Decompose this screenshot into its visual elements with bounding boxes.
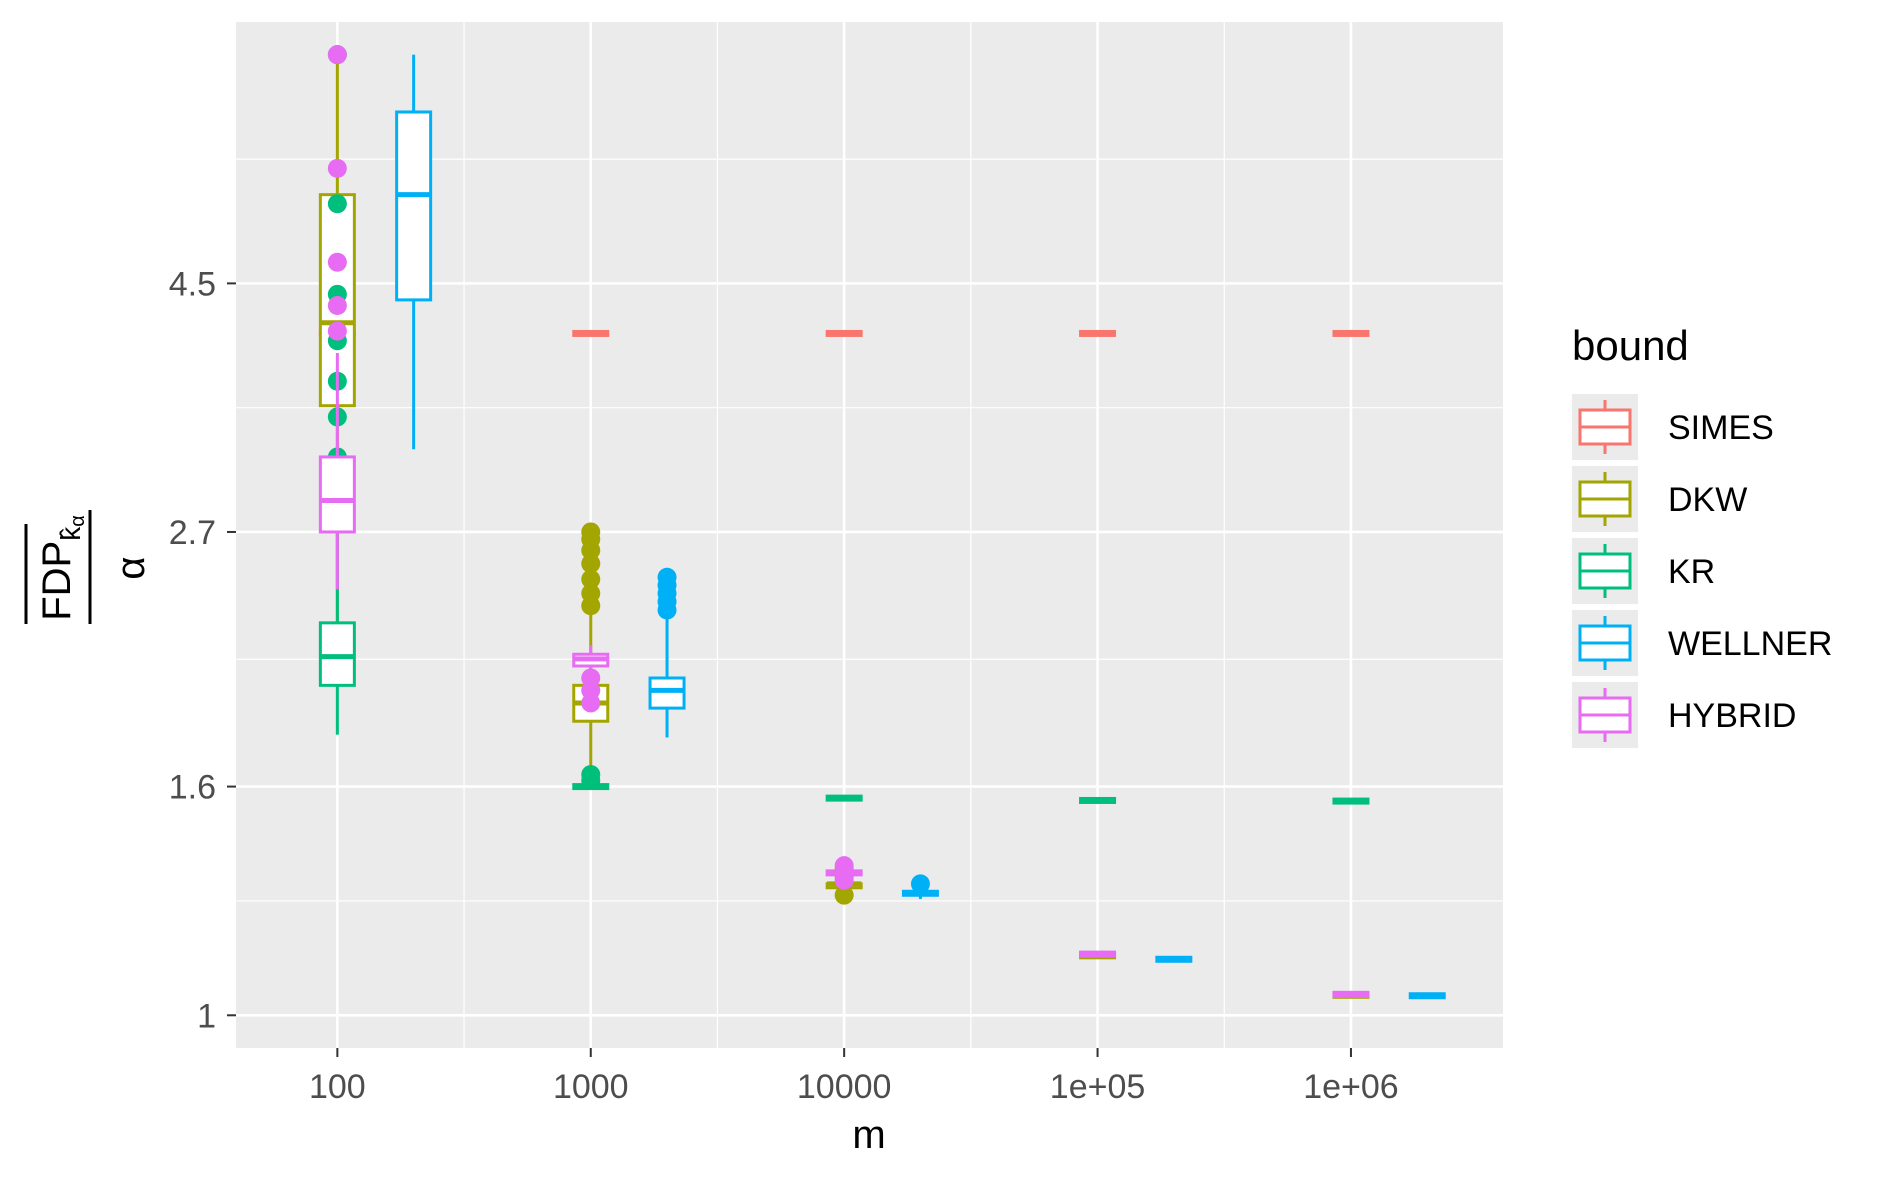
outlier-point <box>834 885 854 905</box>
x-axis-title: m <box>852 1113 885 1157</box>
outlier-point <box>834 870 854 890</box>
x-tick-label: 100 <box>309 1068 366 1106</box>
series-kr <box>318 45 1370 805</box>
box-wellner <box>395 54 433 450</box>
legend-entries: SIMES DKW KR WELLNER HYBRID <box>1572 394 1832 748</box>
box-wellner <box>648 567 686 738</box>
outlier-point <box>581 522 601 542</box>
y-axis-title: FDPk̂α α <box>24 510 153 624</box>
y-tick-label: 4.5 <box>169 265 216 303</box>
x-axis: 100 1000 10000 1e+05 1e+06 <box>309 1048 1399 1106</box>
legend-label: SIMES <box>1668 409 1774 447</box>
series-hybrid <box>318 45 1370 998</box>
box-hybrid <box>572 645 610 713</box>
legend-title: bound <box>1572 322 1689 369</box>
outlier-point <box>327 296 347 316</box>
box-simes <box>572 329 610 337</box>
outlier-point <box>581 583 601 603</box>
legend-label: DKW <box>1668 481 1747 519</box>
box-hybrid <box>1079 950 1117 958</box>
outlier-point <box>327 252 347 272</box>
outlier-point <box>581 569 601 589</box>
outlier-point <box>910 874 930 894</box>
y-axis: 1 1.6 2.7 4.5 <box>169 265 236 1035</box>
box-kr <box>1332 797 1370 805</box>
y-axis-title-subscript-alpha: α <box>67 515 89 527</box>
legend-label: HYBRID <box>1668 697 1796 735</box>
box-iqr <box>318 455 356 534</box>
box-simes <box>1079 329 1117 337</box>
series-wellner <box>395 54 1446 1000</box>
box-kr <box>1079 796 1117 804</box>
box-hybrid <box>825 856 863 890</box>
legend-item-dkw: DKW <box>1572 466 1747 532</box>
box-wellner <box>1408 992 1446 1000</box>
legend: bound SIMES DKW KR WELLNER HYBRID <box>1572 322 1832 748</box>
y-axis-title-denominator: α <box>109 556 153 579</box>
y-axis-title-subscript: k̂ <box>55 526 86 541</box>
box-iqr <box>395 110 433 302</box>
legend-item-simes: SIMES <box>1572 394 1774 460</box>
box-wellner <box>1155 955 1193 963</box>
box-simes <box>1332 329 1370 337</box>
boxplots <box>318 45 1446 1000</box>
x-tick-label: 1e+05 <box>1050 1068 1146 1106</box>
outlier-point <box>327 194 347 214</box>
legend-item-kr: KR <box>1572 538 1715 604</box>
grid-minor <box>236 22 1503 1048</box>
box-kr <box>825 794 863 802</box>
x-tick-label: 1000 <box>553 1068 629 1106</box>
box-kr <box>572 765 610 791</box>
box-simes <box>825 329 863 337</box>
box-iqr <box>648 676 686 710</box>
outlier-point <box>834 856 854 876</box>
legend-label: WELLNER <box>1668 625 1832 663</box>
x-tick-label: 1e+06 <box>1303 1068 1399 1106</box>
outlier-point <box>581 668 601 688</box>
outlier-point <box>657 567 677 587</box>
legend-item-hybrid: HYBRID <box>1572 682 1796 748</box>
outlier-point <box>327 321 347 341</box>
box-wellner <box>901 874 939 899</box>
plot-panel <box>236 22 1503 1048</box>
y-tick-label: 1.6 <box>169 769 216 807</box>
y-axis-title-numerator: FDPk̂α <box>35 515 89 621</box>
box-hybrid <box>1332 990 1370 998</box>
outlier-point <box>327 158 347 178</box>
legend-item-wellner: WELLNER <box>1572 610 1832 676</box>
outlier-point <box>581 765 601 785</box>
box-hybrid <box>318 45 356 590</box>
legend-label: KR <box>1668 553 1715 591</box>
outlier-point <box>327 45 347 65</box>
y-tick-label: 1 <box>197 997 216 1035</box>
y-tick-label: 2.7 <box>169 514 216 552</box>
outlier-point <box>581 554 601 574</box>
x-tick-label: 10000 <box>797 1068 892 1106</box>
y-axis-title-fdp: FDP <box>35 541 79 621</box>
